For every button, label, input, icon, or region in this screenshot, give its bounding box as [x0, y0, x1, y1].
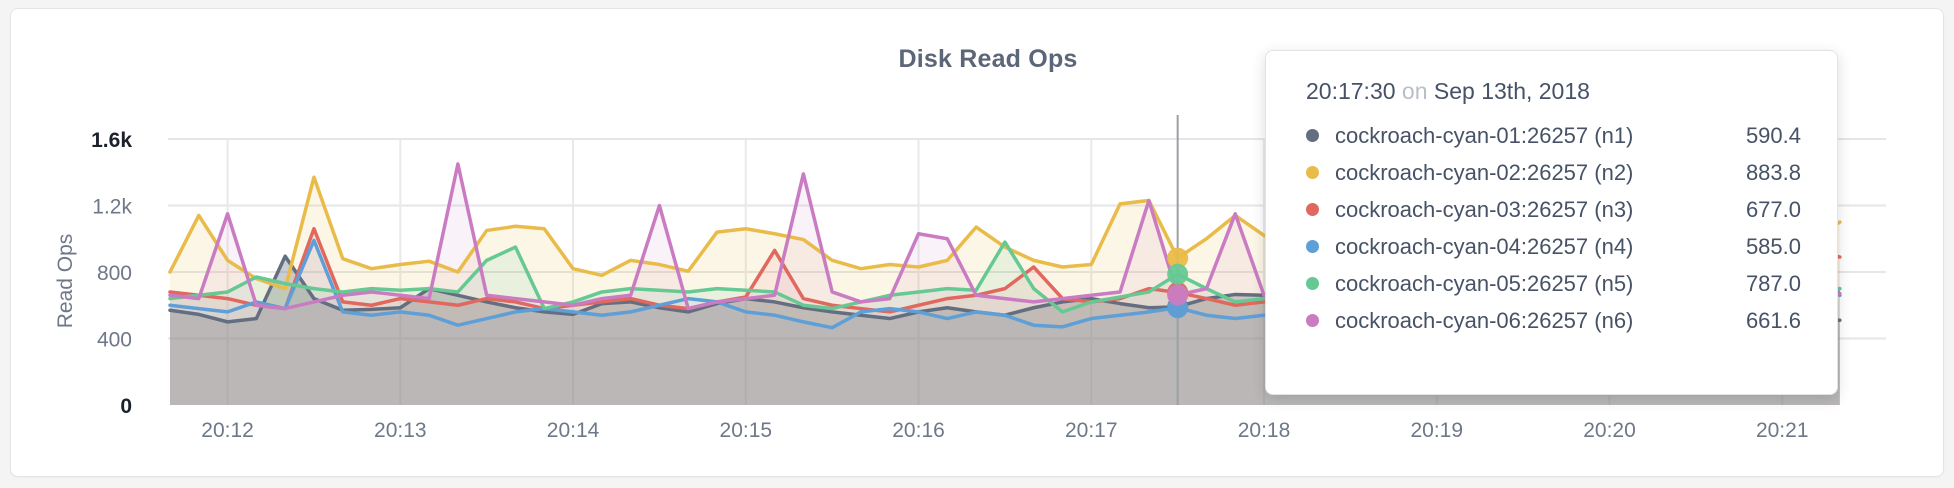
tooltip-date: Sep 13th, 2018: [1433, 78, 1590, 104]
chart-title: Disk Read Ops: [898, 45, 1078, 73]
series-dot-n2: [1306, 166, 1319, 179]
hover-dot-n5: [1167, 263, 1189, 285]
series-name-n2: cockroach-cyan-02:26257 (n2): [1335, 159, 1634, 185]
x-tick-label: 20:12: [201, 419, 254, 442]
x-tick-label: 20:21: [1756, 419, 1809, 442]
chart-tooltip: 20:17:30 on Sep 13th, 2018 cockroach-cya…: [1265, 50, 1838, 395]
series-name-n5: cockroach-cyan-05:26257 (n5): [1335, 270, 1634, 296]
y-tick-label: 0: [120, 395, 132, 418]
x-tick-label: 20:13: [374, 419, 427, 442]
x-tick-label: 20:17: [1065, 419, 1118, 442]
tooltip-preposition: on: [1401, 78, 1428, 104]
y-tick-label: 1.6k: [91, 129, 132, 152]
x-tick-label: 20:15: [720, 419, 773, 442]
series-name-n1: cockroach-cyan-01:26257 (n1): [1335, 122, 1634, 148]
x-tick-label: 20:19: [1410, 419, 1463, 442]
series-dot-n1: [1306, 129, 1319, 142]
hover-dot-n2: [1167, 247, 1189, 269]
tooltip-row: cockroach-cyan-02:26257 (n2) 883.8: [1306, 154, 1801, 191]
y-tick-label: 1.2k: [92, 196, 132, 219]
series-dot-n5: [1306, 277, 1319, 290]
series-value-n2: 883.8: [1745, 159, 1801, 185]
tooltip-header: 20:17:30 on Sep 13th, 2018: [1306, 77, 1801, 105]
hover-dot-n6: [1167, 284, 1189, 306]
x-tick-label: 20:18: [1238, 419, 1291, 442]
series-value-n3: 677.0: [1745, 196, 1801, 222]
series-value-n6: 661.6: [1745, 307, 1801, 333]
y-tick-label: 800: [97, 262, 132, 285]
tooltip-row: cockroach-cyan-06:26257 (n6) 661.6: [1306, 302, 1801, 339]
series-value-n1: 590.4: [1745, 122, 1801, 148]
x-tick-label: 20:16: [892, 419, 945, 442]
tooltip-row: cockroach-cyan-05:26257 (n5) 787.0: [1306, 265, 1801, 302]
tooltip-row: cockroach-cyan-01:26257 (n1) 590.4: [1306, 117, 1801, 154]
series-name-n3: cockroach-cyan-03:26257 (n3): [1335, 196, 1634, 222]
tooltip-time: 20:17:30: [1306, 78, 1396, 104]
series-name-n6: cockroach-cyan-06:26257 (n6): [1335, 307, 1634, 333]
x-tick-label: 20:20: [1583, 419, 1636, 442]
tooltip-row: cockroach-cyan-04:26257 (n4) 585.0: [1306, 228, 1801, 265]
x-tick-label: 20:14: [547, 419, 600, 442]
series-value-n4: 585.0: [1745, 233, 1801, 259]
series-value-n5: 787.0: [1745, 270, 1801, 296]
series-dot-n3: [1306, 203, 1319, 216]
series-name-n4: cockroach-cyan-04:26257 (n4): [1335, 233, 1634, 259]
y-tick-label: 400: [97, 329, 132, 352]
series-dot-n4: [1306, 240, 1319, 253]
tooltip-row: cockroach-cyan-03:26257 (n3) 677.0: [1306, 191, 1801, 228]
series-dot-n6: [1306, 314, 1319, 327]
